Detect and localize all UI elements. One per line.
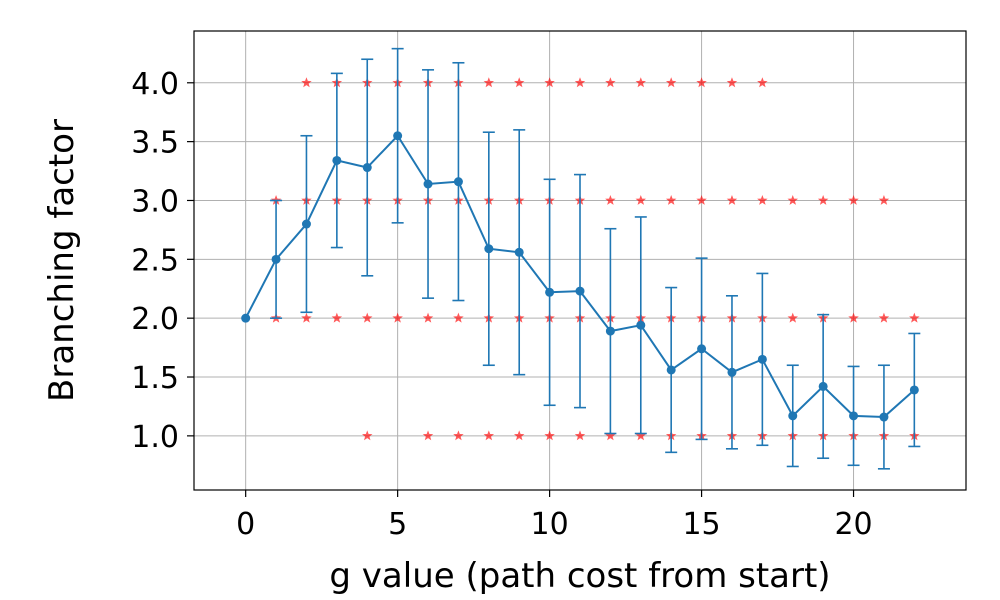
mean-point xyxy=(545,287,555,297)
sample-star xyxy=(605,194,616,205)
mean-point xyxy=(514,247,524,257)
mean-point xyxy=(423,179,433,189)
sample-star xyxy=(635,194,647,205)
sample-star xyxy=(665,194,677,205)
sample-star xyxy=(878,194,890,205)
sample-star xyxy=(909,312,920,323)
mean-point xyxy=(818,381,828,391)
mean-point xyxy=(393,131,403,141)
plot-frame xyxy=(193,30,967,491)
sample-star xyxy=(696,77,707,88)
x-tick-label: 0 xyxy=(236,507,255,542)
y-tick-label: 2.5 xyxy=(131,243,179,278)
sample-star xyxy=(331,312,343,323)
sample-star xyxy=(848,194,859,205)
mean-point xyxy=(879,412,889,422)
mean-point xyxy=(636,320,646,330)
sample-star xyxy=(757,194,768,205)
sample-star xyxy=(605,430,616,441)
sample-star xyxy=(787,194,798,205)
axis-ticks: 0 5 10 15 20 1.0 1.5 2.0 2.5 3.0 3.5 4.0 xyxy=(131,67,872,542)
sample-star xyxy=(301,312,312,323)
mean-point xyxy=(849,411,859,421)
mean-point xyxy=(909,385,919,395)
mean-point xyxy=(453,177,463,187)
mean-points xyxy=(241,131,919,422)
y-tick-label: 2.0 xyxy=(131,302,179,337)
sample-star xyxy=(544,77,555,88)
mean-point xyxy=(362,163,372,173)
sample-star xyxy=(362,430,373,441)
sample-star xyxy=(726,194,738,205)
sample-star xyxy=(817,194,829,205)
sample-star xyxy=(483,430,495,441)
x-tick-label: 5 xyxy=(388,507,407,542)
sample-star xyxy=(757,77,768,88)
mean-point xyxy=(575,286,585,296)
mean-point xyxy=(788,411,798,421)
sample-star xyxy=(513,430,525,441)
x-tick-label: 15 xyxy=(682,507,720,542)
sample-star xyxy=(696,194,707,205)
sample-star xyxy=(422,312,434,323)
sample-star xyxy=(787,312,798,323)
mean-point xyxy=(241,313,251,323)
y-tick-label: 3.5 xyxy=(131,126,179,161)
mean-point xyxy=(301,219,311,229)
sample-star xyxy=(574,77,586,88)
sample-star xyxy=(878,312,890,323)
sample-star xyxy=(513,77,525,88)
mean-point xyxy=(757,354,767,364)
y-axis-title: Branching factor xyxy=(42,119,82,402)
sample-star xyxy=(665,77,677,88)
y-tick-label: 4.0 xyxy=(131,67,179,102)
y-tick-label: 1.0 xyxy=(131,420,179,455)
y-tick-label: 1.5 xyxy=(131,361,179,396)
x-tick-label: 20 xyxy=(834,507,872,542)
sample-star xyxy=(848,312,859,323)
sample-star xyxy=(453,312,464,323)
mean-point xyxy=(666,365,676,375)
mean-point xyxy=(332,155,342,165)
sample-star xyxy=(362,312,373,323)
mean-point xyxy=(727,367,737,377)
sample-star xyxy=(453,430,464,441)
mean-point xyxy=(484,244,494,254)
sample-star xyxy=(422,430,434,441)
sample-star xyxy=(392,312,403,323)
sample-star xyxy=(635,77,647,88)
sample-star xyxy=(301,77,312,88)
sample-star xyxy=(605,77,616,88)
x-axis-title: g value (path cost from start) xyxy=(329,556,830,596)
sample-star xyxy=(574,430,586,441)
sample-star xyxy=(726,77,738,88)
mean-point xyxy=(271,254,281,264)
sample-star xyxy=(483,77,495,88)
mean-point xyxy=(605,326,615,336)
mean-point xyxy=(697,344,707,354)
x-tick-label: 10 xyxy=(531,507,569,542)
sample-star xyxy=(544,430,555,441)
sample-star xyxy=(635,430,647,441)
y-tick-label: 3.0 xyxy=(131,184,179,219)
